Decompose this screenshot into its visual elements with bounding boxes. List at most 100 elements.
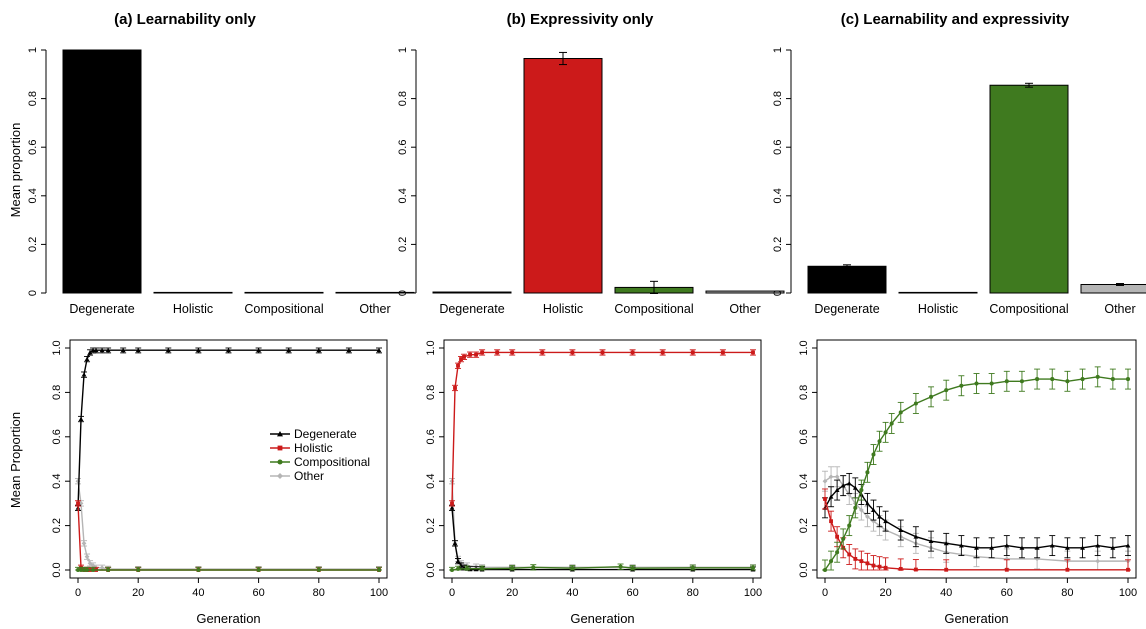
marker-triangle — [989, 545, 995, 550]
marker-circle — [1110, 377, 1115, 382]
x-tick-label: 80 — [687, 587, 699, 599]
marker-triangle — [828, 494, 834, 499]
series-line — [77, 503, 379, 571]
bar-panel-3: (c) Learnability and expressivity 0 0.2 0.4… — [772, 11, 1146, 316]
marker-square — [277, 445, 283, 451]
series-degenerate — [75, 347, 382, 511]
marker-triangle — [452, 540, 458, 546]
series-line — [77, 481, 379, 570]
marker-circle — [1050, 377, 1055, 382]
marker-circle — [829, 559, 834, 564]
x-axis-label: Generation — [944, 611, 1008, 626]
marker-circle — [465, 566, 470, 571]
marker-square — [877, 564, 882, 569]
series-compositional — [449, 563, 756, 573]
marker-circle — [841, 536, 846, 541]
marker-square — [540, 350, 545, 355]
y-tick-label: 0.6 — [425, 429, 437, 444]
x-tick-label: 20 — [879, 587, 891, 599]
marker-square — [1065, 567, 1070, 572]
marker-circle — [1080, 377, 1085, 382]
marker-triangle — [840, 483, 846, 488]
marker-triangle — [99, 347, 105, 353]
category-label: Other — [729, 302, 760, 316]
marker-circle — [570, 566, 575, 571]
line-panel-1: 0 20 40 60 80 100 0.0 0.2 0.4 0.6 0.8 1.0 Generation… — [8, 339, 388, 626]
x-tick-label: 20 — [506, 587, 518, 599]
marker-diamond — [277, 473, 283, 479]
marker-circle — [316, 567, 321, 573]
marker-circle — [1035, 377, 1040, 382]
marker-square — [835, 534, 840, 539]
marker-circle — [877, 439, 882, 444]
marker-triangle — [346, 347, 352, 353]
marker-diamond — [1034, 556, 1040, 562]
marker-triangle — [1019, 545, 1025, 550]
marker-triangle — [834, 487, 840, 492]
y-tick-label: 0.0 — [425, 562, 437, 577]
marker-circle — [277, 459, 283, 465]
bar-degenerate — [432, 291, 512, 294]
marker-square — [660, 350, 665, 355]
marker-square — [459, 357, 463, 362]
marker-circle — [913, 401, 918, 406]
marker-square — [570, 350, 575, 355]
marker-circle — [618, 564, 623, 569]
x-tick-label: 100 — [1119, 587, 1137, 599]
bar-degenerate — [807, 265, 887, 294]
marker-circle — [889, 421, 894, 426]
marker-square — [453, 386, 457, 390]
bar-holistic — [523, 58, 603, 294]
y-tick-label: 0.2 — [798, 518, 810, 533]
marker-triangle — [256, 347, 261, 353]
marker-triangle — [871, 507, 876, 512]
y-tick-label: 1 — [397, 47, 409, 53]
marker-square — [630, 350, 635, 355]
y-tick-label: 0.2 — [27, 237, 39, 252]
y-tick-label: 0.6 — [798, 429, 810, 444]
x-tick-label: 100 — [370, 587, 388, 599]
bar-other — [1080, 283, 1146, 294]
category-label: Holistic — [543, 302, 583, 316]
x-tick-label: 0 — [449, 587, 455, 599]
marker-circle — [835, 550, 840, 555]
marker-triangle — [135, 347, 141, 353]
marker-square — [1126, 567, 1130, 572]
marker-triangle — [226, 347, 231, 353]
marker-circle — [510, 566, 515, 571]
marker-square — [871, 563, 876, 568]
series-line — [824, 376, 1128, 571]
y-tick-label: 0.8 — [798, 385, 810, 400]
y-tick-label: 0.4 — [772, 188, 784, 203]
marker-triangle — [928, 538, 934, 544]
y-tick-label: 0 — [772, 290, 784, 296]
marker-circle — [690, 565, 695, 570]
marker-triangle — [1049, 543, 1055, 548]
marker-triangle — [93, 347, 99, 353]
y-tick-label: 0.0 — [798, 562, 810, 577]
legend-entry-degenerate: Degenerate — [294, 427, 357, 441]
marker-triangle — [196, 347, 201, 353]
x-tick-label: 60 — [1001, 587, 1013, 599]
y-tick-label: 0 — [397, 290, 409, 296]
marker-circle — [898, 410, 903, 415]
category-label: Other — [359, 302, 390, 316]
panel-title: (c) Learnability and expressivity — [841, 11, 1070, 28]
y-tick-label: 0.6 — [772, 140, 784, 155]
marker-circle — [196, 567, 201, 573]
marker-square — [720, 350, 725, 355]
category-label: Holistic — [918, 302, 958, 316]
marker-triangle — [1034, 545, 1040, 550]
marker-diamond — [90, 563, 96, 568]
series-other — [75, 478, 382, 572]
marker-square — [944, 567, 949, 572]
marker-circle — [1095, 374, 1100, 379]
x-tick-label: 100 — [744, 587, 762, 599]
y-tick-label: 0.2 — [51, 518, 63, 533]
marker-triangle — [943, 540, 949, 546]
y-tick-label: 0.0 — [51, 562, 63, 577]
x-tick-label: 40 — [192, 587, 204, 599]
y-tick-label: 0.8 — [51, 385, 63, 400]
legend-entry-holistic: Holistic — [294, 441, 333, 455]
x-tick-label: 40 — [940, 587, 952, 599]
